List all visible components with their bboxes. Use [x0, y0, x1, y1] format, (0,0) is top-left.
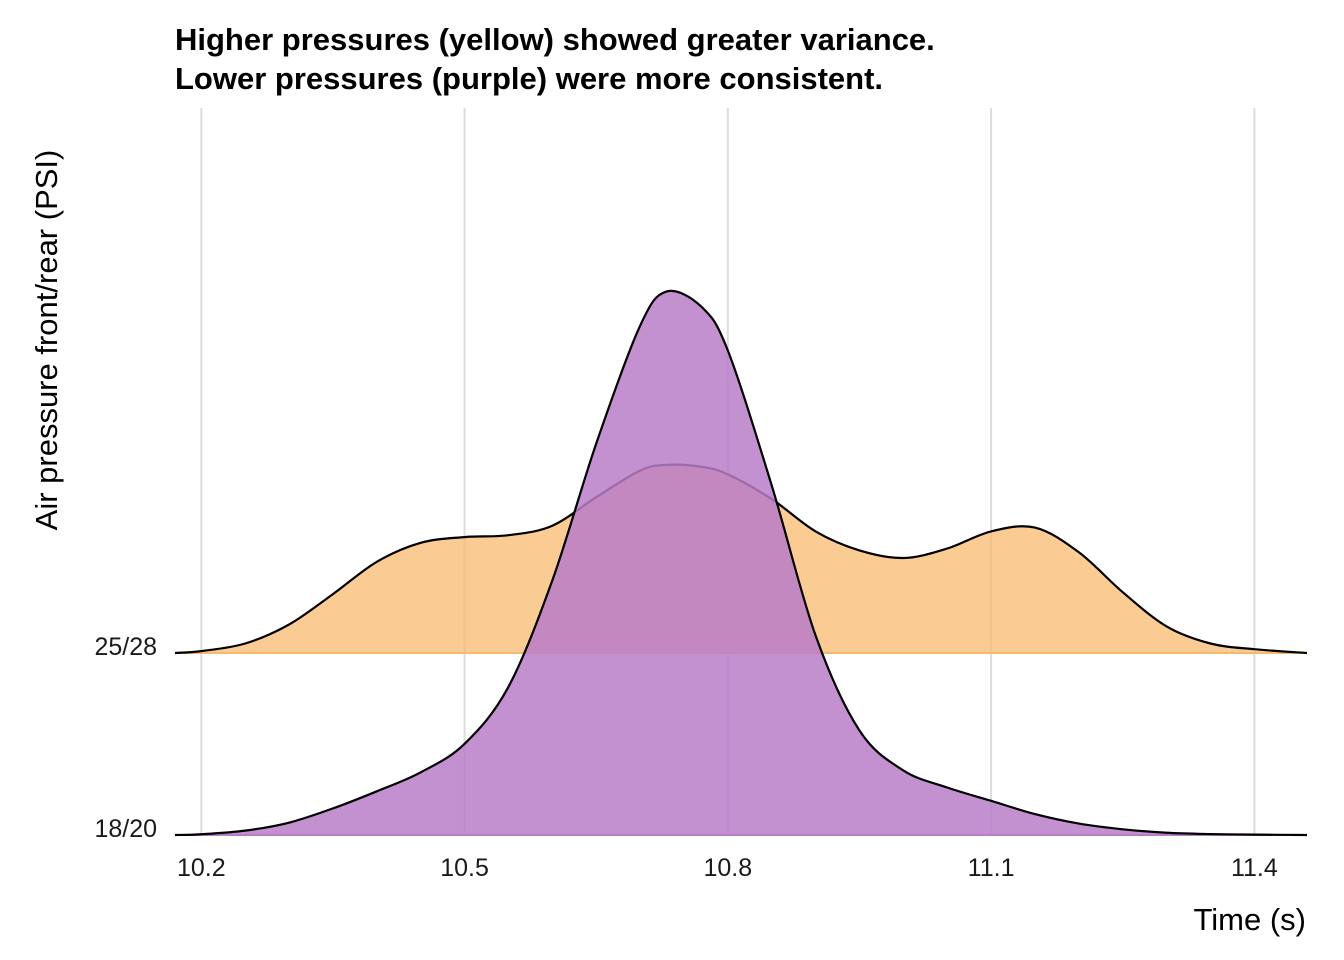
- y-tick-labels: 18/20 25/28: [94, 633, 157, 843]
- x-tick-label-11.4: 11.4: [1231, 854, 1278, 882]
- x-tick-labels: 10.2 10.5 10.8 11.1 11.4: [177, 854, 1278, 882]
- y-tick-label-18-20: 18/20: [94, 815, 157, 843]
- ridge-area-18-20: [175, 290, 1307, 835]
- x-tick-label-10.8: 10.8: [704, 854, 753, 882]
- x-tick-label-11.1: 11.1: [968, 854, 1015, 882]
- y-tick-label-25-28: 25/28: [94, 633, 157, 661]
- x-tick-label-10.2: 10.2: [177, 854, 226, 882]
- chart-subtitle: Lower pressures (purple) were more consi…: [175, 61, 883, 96]
- y-axis-title: Air pressure front/rear (PSI): [29, 150, 64, 531]
- chart-title: Higher pressures (yellow) showed greater…: [175, 22, 935, 57]
- density-ridges: [174, 289, 1308, 837]
- ridge-outline-18-20: [174, 289, 1308, 837]
- x-axis-title: Time (s): [1194, 902, 1307, 937]
- x-tick-label-10.5: 10.5: [440, 854, 489, 882]
